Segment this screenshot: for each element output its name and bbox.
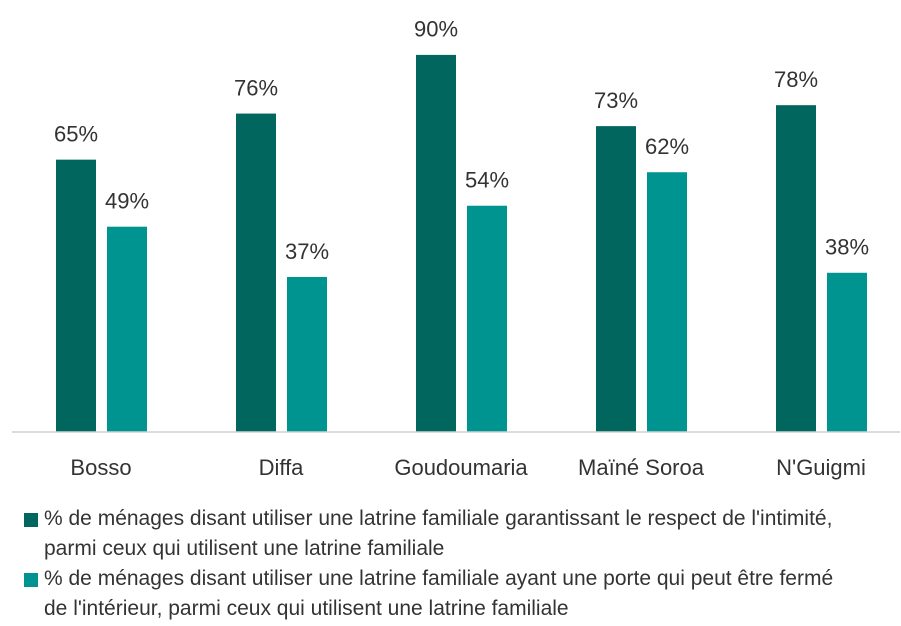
bar [236, 113, 276, 432]
legend-label: % de ménages disant utiliser une latrine… [44, 507, 833, 560]
value-label: 62% [645, 134, 689, 159]
bar [287, 276, 327, 432]
bar [107, 226, 147, 432]
bar [416, 54, 456, 433]
value-label: 73% [594, 88, 638, 113]
legend-label: % de ménages disant utiliser une latrine… [44, 567, 834, 620]
plot: 65% 76% 90% 73% 78% 49% 37% 54% 62% 38% Bosso Diffa… [12, 17, 900, 480]
bar [596, 126, 636, 432]
value-label: 65% [54, 121, 98, 146]
x-tick-label: N'Guigmi [776, 455, 866, 480]
x-tick-label: Bosso [70, 455, 131, 480]
bar [647, 172, 687, 432]
bar [467, 205, 507, 432]
value-label: 76% [234, 75, 278, 100]
bar [56, 159, 96, 432]
x-tick-label: Diffa [259, 455, 305, 480]
value-label: 49% [105, 189, 149, 214]
legend-swatch [24, 513, 38, 527]
legend-item: % de ménages disant utiliser une latrine… [0, 504, 834, 564]
value-label: 78% [774, 67, 818, 92]
value-label: 37% [285, 239, 329, 264]
x-tick-label: Maïné Soroa [578, 455, 705, 480]
value-label: 90% [414, 17, 458, 42]
bar [827, 272, 867, 432]
bar [776, 105, 816, 433]
value-label: 38% [825, 235, 869, 260]
x-tick-label: Goudoumaria [394, 455, 528, 480]
legend-item: % de ménages disant utiliser une latrine… [0, 564, 834, 624]
value-label: 54% [465, 168, 509, 193]
legend-swatch [24, 573, 38, 587]
legend: % de ménages disant utiliser une latrine… [0, 504, 901, 624]
